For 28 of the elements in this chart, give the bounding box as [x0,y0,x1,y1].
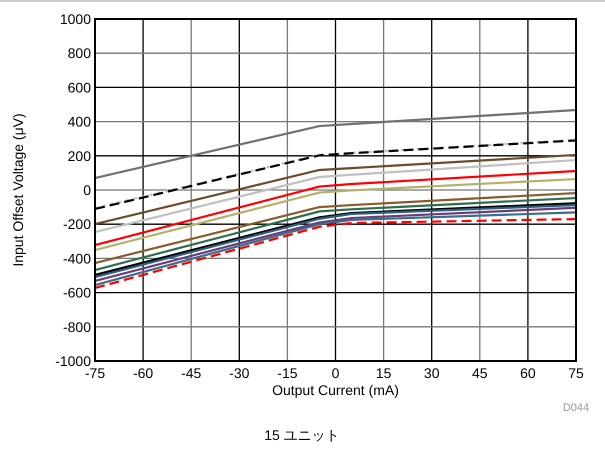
y-tick-label: 600 [68,79,92,96]
y-tick-label: 200 [68,148,92,164]
y-tick-label: 0 [83,182,92,198]
line-series [94,154,578,226]
x-tick-label: 45 [472,365,488,381]
y-tick-label: -800 [62,318,92,335]
x-tick-label: -15 [277,365,298,381]
x-tick-label: -45 [181,365,202,381]
y-tick-label: 1000 [60,11,92,27]
x-tick-label: -60 [132,365,154,381]
y-tick-label: -200 [62,216,92,232]
text: 15 ユニット [264,427,340,443]
x-axis-title: Output Current (mA) [272,382,399,398]
x-tick-label: -30 [229,365,250,381]
x-tick-label: 30 [424,365,440,381]
line-series [94,158,578,234]
y-tick-label: -400 [62,250,92,266]
x-tick-label: 60 [520,365,536,381]
x-tick-label: 15 [376,365,392,381]
y-tick-label: -600 [62,284,92,301]
y-axis-title: Input Offset Voltage (μV) [10,113,26,267]
text: D044 [562,402,590,414]
y-tick-label: 800 [68,45,92,62]
line-series [94,178,578,252]
line-series [94,170,578,246]
x-tick-label: 0 [332,365,340,381]
y-tick-label: 400 [68,114,92,130]
x-tick-label: 75 [568,365,584,381]
